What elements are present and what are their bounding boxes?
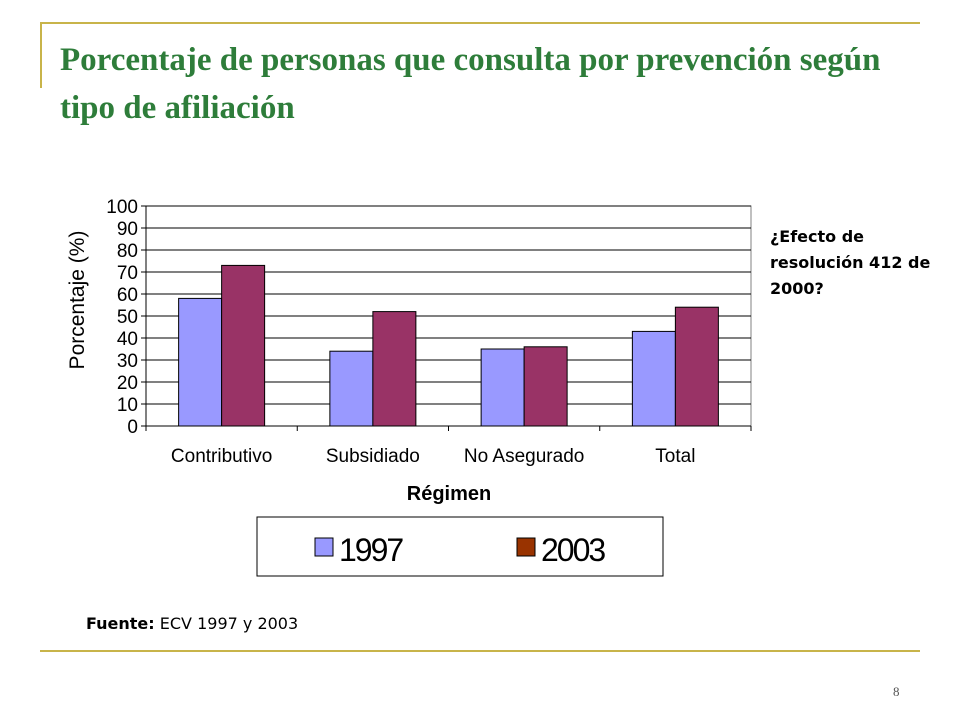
y-tick-label: 100 <box>106 197 138 218</box>
y-axis-label: Porcentaje (%) <box>66 231 89 370</box>
bar-2003-no-asegurado <box>523 346 568 427</box>
x-tick-label: No Asegurado <box>464 446 584 467</box>
bar-2003-total <box>674 306 719 427</box>
source-line: Fuente: ECV 1997 y 2003 <box>86 614 298 633</box>
y-tick-label: 80 <box>117 241 138 262</box>
x-tick-label: Total <box>655 446 695 467</box>
y-tick-label: 50 <box>117 307 138 328</box>
slide-title: Porcentaje de personas que consulta por … <box>60 42 881 126</box>
top-rule <box>40 22 920 24</box>
page-number: 8 <box>893 684 900 699</box>
y-tick-label: 60 <box>117 285 138 306</box>
y-tick-label: 30 <box>117 351 138 372</box>
y-tick-label: 40 <box>117 329 138 350</box>
bottom-rule <box>40 650 920 652</box>
x-axis-label: Régimen <box>407 483 491 505</box>
y-tick-label: 10 <box>117 395 138 416</box>
legend: 1997 2003 <box>256 516 664 577</box>
y-tick-label: 20 <box>117 373 138 394</box>
legend-swatch-2003 <box>516 537 536 557</box>
x-tick-label: Contributivo <box>171 446 272 467</box>
bar-1997-total <box>631 330 676 427</box>
y-tick-label: 0 <box>127 417 138 438</box>
x-tick-label: Subsidiado <box>326 446 420 467</box>
bar-1997-no-asegurado <box>480 348 525 427</box>
bars <box>178 264 719 427</box>
y-tick-label: 90 <box>117 219 138 240</box>
source-text: ECV 1997 y 2003 <box>159 614 299 633</box>
bar-1997-contributivo <box>178 297 223 427</box>
bar-1997-subsidiado <box>329 350 374 427</box>
legend-label-2003: 2003 <box>541 532 605 568</box>
y-tick-label: 70 <box>117 263 138 284</box>
source-label: Fuente: <box>86 614 155 633</box>
annotation-note: ¿Efecto de resolución 412 de 2000? <box>770 227 931 298</box>
bar-2003-contributivo <box>221 264 266 427</box>
legend-swatch-1997 <box>314 537 334 557</box>
left-rule <box>40 22 42 88</box>
legend-label-1997: 1997 <box>339 532 403 568</box>
bar-2003-subsidiado <box>372 311 417 427</box>
